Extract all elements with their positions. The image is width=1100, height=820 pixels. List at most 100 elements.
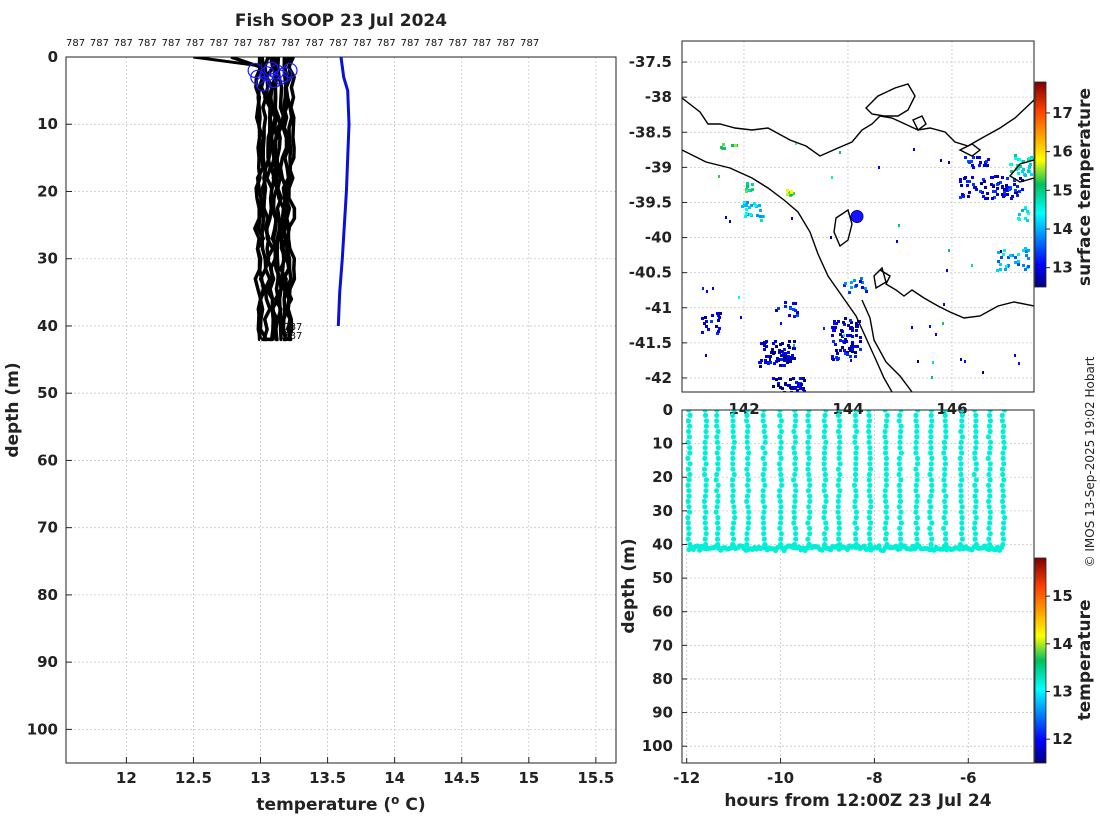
timeseries-point: [792, 482, 799, 488]
map-sst-pixel: [1022, 160, 1025, 163]
profile-axes-frame: [65, 56, 617, 764]
map-sst-scatter-pixel: [702, 287, 704, 290]
map-sst-pixel: [982, 178, 985, 181]
top-label: 787: [186, 38, 205, 49]
map-sst-pixel: [851, 329, 854, 332]
profile-xtick-label: 14.5: [443, 769, 480, 787]
profile-xtick-label: 15: [518, 769, 539, 787]
map-sst-pixel: [997, 251, 1000, 254]
timeseries-point: [745, 504, 751, 510]
timeseries-point: [701, 466, 708, 472]
timeseries-point: [714, 412, 720, 418]
timeseries-point: [1000, 504, 1007, 510]
timeseries-point: [702, 536, 708, 542]
map-sst-pixel: [985, 160, 988, 163]
profile-ytick-label: 50: [37, 384, 58, 402]
timeseries-point: [1000, 498, 1006, 504]
map-sst-pixel: [1007, 186, 1010, 189]
map-sst-pixel: [707, 328, 710, 331]
map-sst-pixel: [783, 364, 786, 367]
credit-text: © IMOS 13-Sep-2025 19:02 Hobart: [1083, 356, 1097, 567]
map-sst-pixel: [978, 156, 981, 159]
timeseries-point: [867, 455, 873, 461]
map-sst-pixel: [990, 176, 993, 179]
timeseries-point: [999, 412, 1005, 418]
timeseries-point: [776, 461, 783, 467]
map-sst-pixel: [777, 307, 780, 310]
top-label: 787: [520, 38, 539, 49]
map-sst-pixel: [1022, 168, 1025, 171]
timeseries-point: [777, 498, 784, 504]
timeseries-point: [1001, 439, 1007, 445]
top-label: 787: [162, 38, 181, 49]
timeseries-point: [836, 525, 842, 531]
map-sst-pixel: [1014, 256, 1017, 259]
timeseries-point: [987, 445, 993, 451]
timeseries-point: [761, 466, 767, 472]
map-sst-scatter-pixel: [943, 303, 945, 306]
map-sst-pixel: [1017, 253, 1020, 256]
map-sst-pixel: [960, 184, 963, 187]
map-sst-pixel: [979, 190, 982, 193]
timeseries-point: [913, 504, 919, 510]
timeseries-point: [987, 450, 993, 456]
map-sst-scatter-pixel: [940, 159, 942, 162]
map-sst-pixel: [856, 345, 859, 348]
map-sst-pixel: [793, 315, 796, 318]
timeseries-point: [821, 531, 828, 537]
timeseries-point: [792, 525, 799, 531]
map-sst-pixel: [993, 196, 996, 199]
timeseries-point: [702, 412, 709, 418]
timeseries-point: [777, 450, 783, 456]
map-sst-pixel: [788, 340, 791, 343]
map-sst-pixel: [962, 194, 965, 197]
top-label: 787: [353, 38, 372, 49]
timeseries-point: [806, 471, 812, 478]
timeseries-xtick-label: -10: [767, 769, 794, 787]
timeseries-y-ticks: 0 10 20 30 40 50 60 70 80 90 100: [642, 401, 687, 755]
timeseries-point: [778, 509, 784, 515]
map-sst-pixel: [765, 355, 768, 358]
map-sst-pixel: [975, 188, 978, 191]
timeseries-point: [715, 493, 721, 499]
timeseries-point: [836, 493, 842, 499]
timeseries-point: [928, 531, 934, 537]
map-sst-pixel: [705, 325, 708, 328]
timeseries-point: [822, 445, 828, 451]
timeseries-point: [746, 509, 752, 515]
map-sst-pixel: [701, 331, 704, 334]
timeseries-point: [821, 509, 828, 515]
map-sst-pixel: [1006, 177, 1009, 180]
map-sst-pixel: [841, 335, 844, 338]
timeseries-point: [898, 410, 904, 413]
map-sst-pixel: [779, 364, 782, 367]
map-sst-scatter-pixel: [795, 142, 797, 145]
map-sst-pixel: [781, 387, 784, 390]
timeseries-point: [853, 418, 859, 424]
timeseries-point: [1001, 445, 1007, 451]
map-sst-pixel: [782, 352, 785, 355]
timeseries-point: [913, 450, 919, 456]
timeseries-point: [914, 455, 921, 461]
timeseries-point: [987, 428, 993, 435]
timeseries-point: [761, 477, 767, 483]
timeseries-point: [715, 445, 721, 451]
map-sst-pixel: [764, 341, 767, 344]
map-sst-pixel: [1014, 157, 1017, 160]
map-sst-pixel: [789, 378, 792, 381]
timeseries-point: [778, 477, 785, 483]
timeseries-point: [913, 509, 919, 515]
map-sst-pixel: [841, 330, 844, 333]
timeseries-point: [714, 536, 721, 542]
map-sst-pixel: [745, 212, 748, 215]
map-sst-pixel: [1009, 163, 1012, 166]
timeseries-point: [730, 428, 736, 435]
timeseries-point: [702, 439, 708, 445]
timeseries-point: [929, 477, 935, 483]
timeseries-point: [852, 471, 859, 478]
map-sst-pixel: [1024, 247, 1027, 250]
top-label: 787: [425, 38, 444, 49]
timeseries-point: [760, 515, 766, 521]
map-sst-pixel: [843, 284, 846, 287]
